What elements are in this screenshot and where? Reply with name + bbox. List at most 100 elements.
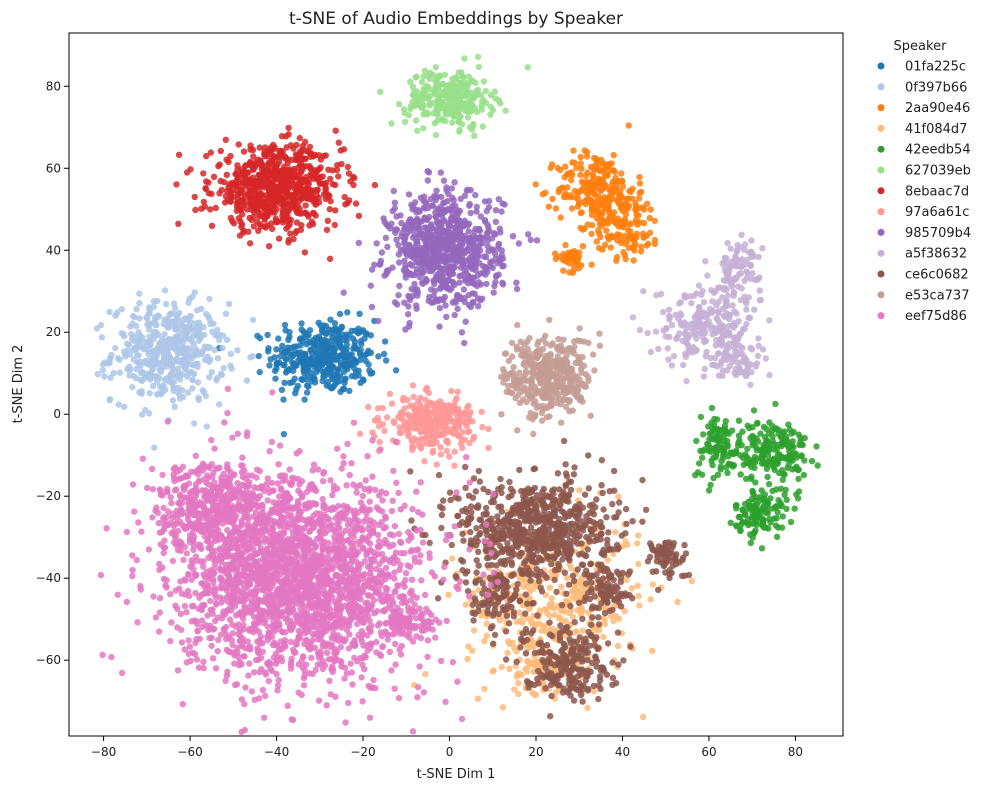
data-point xyxy=(278,386,286,393)
data-point xyxy=(318,327,326,334)
data-point xyxy=(399,397,407,404)
data-point xyxy=(381,338,389,345)
data-point xyxy=(405,292,412,300)
data-point xyxy=(341,360,348,368)
data-point xyxy=(187,312,195,320)
data-point xyxy=(489,246,496,254)
data-point xyxy=(191,289,198,296)
data-point xyxy=(560,267,567,274)
data-point xyxy=(138,377,146,384)
data-point xyxy=(344,163,352,171)
data-point xyxy=(569,159,576,166)
data-point xyxy=(479,123,486,130)
data-point xyxy=(732,253,739,260)
data-point xyxy=(332,181,339,189)
data-point xyxy=(475,234,482,241)
data-point xyxy=(350,364,358,372)
data-point xyxy=(302,210,310,217)
data-point xyxy=(781,491,788,498)
data-point xyxy=(704,272,711,279)
data-point xyxy=(749,487,756,495)
data-point xyxy=(561,192,568,199)
data-point xyxy=(727,245,734,252)
data-point xyxy=(171,403,178,410)
data-point xyxy=(808,457,816,465)
data-point xyxy=(285,124,292,132)
data-point xyxy=(409,437,416,444)
data-point xyxy=(775,524,782,531)
data-point xyxy=(184,373,191,380)
data-point xyxy=(758,545,766,552)
data-point xyxy=(228,189,235,196)
data-point xyxy=(420,102,427,109)
data-point xyxy=(152,361,159,368)
data-point xyxy=(799,441,806,449)
data-point xyxy=(430,254,438,262)
data-point xyxy=(726,311,734,319)
data-point xyxy=(322,186,329,193)
data-point xyxy=(452,572,459,580)
data-point xyxy=(765,480,773,488)
data-point xyxy=(724,239,731,247)
data-point xyxy=(769,487,776,495)
data-point xyxy=(311,379,319,386)
data-point xyxy=(131,314,138,321)
data-point xyxy=(99,367,107,374)
data-point xyxy=(254,177,261,185)
data-point xyxy=(208,222,216,229)
data-point xyxy=(168,364,176,371)
data-point xyxy=(240,229,247,236)
data-point xyxy=(298,359,305,366)
data-point xyxy=(422,396,429,403)
data-point xyxy=(441,257,448,265)
data-point xyxy=(220,364,227,372)
data-point xyxy=(321,181,329,188)
data-point xyxy=(391,199,399,206)
data-point xyxy=(396,429,403,436)
data-point xyxy=(433,76,441,84)
data-point xyxy=(398,409,405,416)
data-point xyxy=(242,162,249,169)
data-point xyxy=(476,227,484,234)
data-point xyxy=(247,198,254,205)
data-point xyxy=(477,270,485,277)
data-point xyxy=(470,435,477,442)
data-point xyxy=(466,417,473,425)
data-point xyxy=(475,63,483,71)
data-point xyxy=(640,288,647,295)
data-point xyxy=(295,350,302,357)
data-point xyxy=(701,365,708,373)
data-point xyxy=(714,316,721,323)
data-point xyxy=(192,206,199,214)
data-point xyxy=(442,302,449,309)
data-point xyxy=(438,193,445,201)
data-point xyxy=(224,336,231,343)
data-point xyxy=(717,326,724,333)
data-point xyxy=(121,403,128,410)
data-point xyxy=(298,320,305,327)
data-point xyxy=(717,335,725,343)
data-point xyxy=(469,494,477,501)
data-point xyxy=(456,432,463,440)
data-point xyxy=(588,203,596,210)
data-point xyxy=(303,177,310,185)
data-point xyxy=(750,434,757,441)
data-point xyxy=(458,272,465,279)
data-point xyxy=(695,282,703,289)
data-point xyxy=(706,430,713,437)
data-point xyxy=(597,536,604,543)
data-point xyxy=(798,452,805,459)
series-01fa225c xyxy=(216,309,400,438)
data-point xyxy=(255,352,262,360)
data-point xyxy=(228,365,235,372)
data-point xyxy=(266,362,273,369)
data-point xyxy=(165,344,172,351)
data-point xyxy=(382,234,390,242)
data-point xyxy=(325,166,332,173)
data-point xyxy=(407,78,414,86)
data-point xyxy=(170,300,178,307)
data-point xyxy=(164,324,171,331)
data-point xyxy=(284,207,291,214)
data-point xyxy=(490,289,497,296)
data-point xyxy=(475,467,482,475)
